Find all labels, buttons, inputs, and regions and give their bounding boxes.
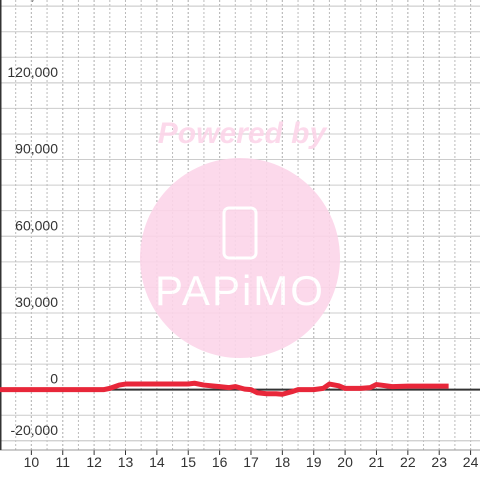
y-tick-label: 0: [50, 371, 58, 387]
x-tick-label: 14: [149, 454, 165, 470]
x-tick-label: 22: [400, 454, 416, 470]
x-tick-label: 15: [180, 454, 196, 470]
y-tick-label: 90,000: [15, 141, 58, 157]
x-tick-label: 10: [24, 454, 40, 470]
x-tick-label: 17: [243, 454, 259, 470]
x-tick-label: 13: [118, 454, 134, 470]
x-tick-label: 23: [431, 454, 447, 470]
x-tick-label: 18: [275, 454, 291, 470]
y-tick-label: 150,000: [7, 0, 58, 3]
x-tick-label: 16: [212, 454, 228, 470]
line: [0, 380, 449, 397]
watermark-logo: PAPiMO: [155, 267, 325, 314]
y-tick-label: 30,000: [15, 294, 58, 310]
x-tick-label: 11: [55, 454, 70, 470]
y-tick-label: 60,000: [15, 217, 58, 233]
x-tick-label: 12: [86, 454, 102, 470]
watermark: Powered by PAPiMO: [140, 117, 340, 358]
y-tick-label: 120,000: [7, 64, 58, 80]
y-tick-label: -20,000: [11, 422, 59, 438]
watermark-text: Powered by: [158, 117, 328, 150]
x-tick-label: 19: [306, 454, 322, 470]
x-tick-label: 20: [337, 454, 353, 470]
x-tick-label: 21: [369, 454, 385, 470]
x-tick-label: 24: [463, 454, 479, 470]
watermark-icon: [222, 206, 258, 260]
